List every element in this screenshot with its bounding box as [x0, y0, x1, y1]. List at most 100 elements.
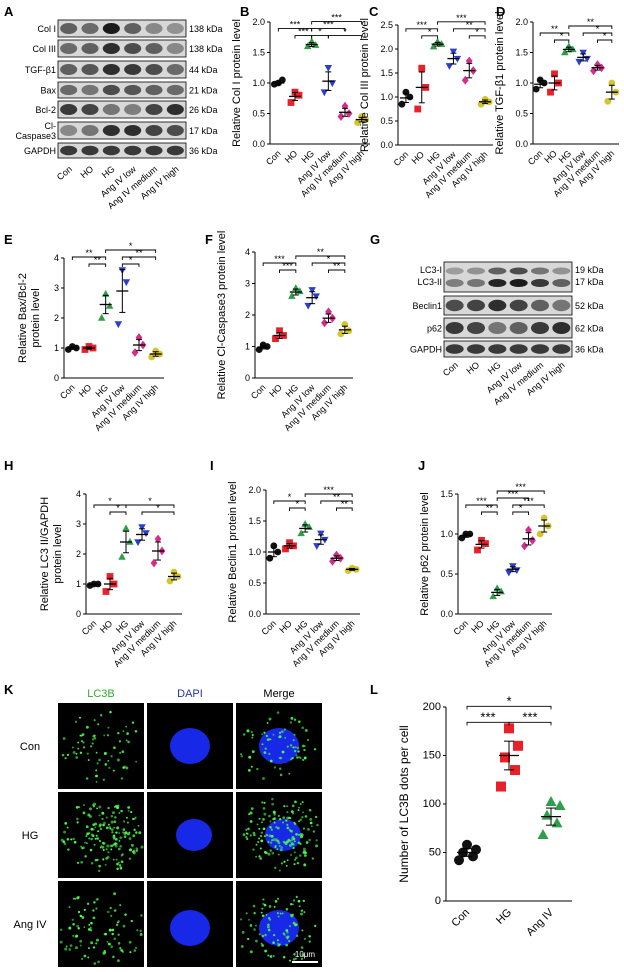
y-axis-label: Relative Bax/Bcl-2 [17, 273, 29, 363]
lc3b-dot [304, 815, 308, 818]
lc3b-dot [117, 847, 121, 851]
significance-label: * [116, 503, 120, 513]
blot-band [509, 267, 528, 275]
lc3b-dot [64, 756, 67, 760]
lc3b-dot [81, 916, 85, 919]
lc3b-dot [79, 939, 83, 943]
lc3b-dot [286, 937, 289, 940]
significance-label: * [296, 499, 300, 509]
blot-band [81, 43, 99, 54]
y-tick-label: 0 [435, 895, 441, 907]
nucleus [170, 910, 210, 946]
lc3b-dot [250, 730, 253, 734]
lc3b-dot [295, 832, 298, 836]
lc3b-dot [301, 816, 304, 819]
blot-band [102, 145, 120, 156]
data-point [537, 829, 549, 840]
lc3b-dot [86, 832, 90, 836]
blot-band [552, 267, 571, 275]
lc3b-dot [260, 831, 263, 834]
data-point [489, 592, 497, 600]
blot-band [467, 344, 485, 354]
y-tick-label: 50 [429, 847, 441, 859]
lc3b-dot [259, 834, 263, 838]
lc3b-dot [80, 860, 84, 864]
lc3b-dot [95, 834, 98, 837]
blot-band [60, 145, 78, 156]
lc3b-dot [271, 802, 274, 806]
lc3b-dot [112, 769, 115, 772]
lc3b-dot [123, 831, 127, 835]
chart-h: 0 1 2 3 4 Relative LC3 II/GAPDH protein level C… [39, 489, 182, 669]
y-tick-label: 100 [423, 798, 441, 810]
lc3b-dot [105, 848, 108, 851]
y-tick-label: 2 [245, 310, 250, 320]
blot-band [124, 104, 142, 115]
lc3b-dot [115, 858, 118, 861]
lc3b-dot [129, 848, 132, 852]
lc3b-dot [285, 819, 287, 822]
lc3b-dot [248, 755, 252, 759]
lc3b-dot [246, 729, 250, 733]
lc3b-dot [76, 924, 79, 928]
lc3b-dot [108, 825, 111, 829]
panel-label-i: I [210, 458, 214, 473]
x-tick-label: HO [410, 149, 427, 166]
lc3b-dot [85, 842, 88, 845]
x-tick-label: HO [283, 148, 300, 165]
nucleus [259, 728, 299, 764]
lc3b-dot [98, 814, 101, 817]
lc3b-dot [288, 829, 292, 832]
lc3b-dot [262, 898, 265, 901]
lc3b-dot [66, 753, 70, 756]
blot-band [81, 125, 99, 136]
lc3b-dot [125, 816, 128, 819]
lc3b-dot [116, 862, 119, 866]
significance-label: *** [323, 20, 334, 30]
lc3b-dot [261, 934, 265, 938]
lc3b-dot [299, 818, 303, 821]
lc3b-dot [286, 931, 289, 934]
y-tick-label: 0.5 [248, 578, 261, 588]
data-point [313, 543, 321, 550]
blot-band [509, 299, 528, 312]
lc3b-dot [101, 841, 105, 845]
data-point [106, 573, 114, 580]
blot-band [531, 344, 549, 354]
lc3b-dot [249, 834, 252, 837]
data-point [437, 40, 446, 47]
lc3b-dot [240, 755, 243, 758]
data-point [345, 327, 353, 335]
lc3b-dot [253, 911, 256, 915]
lc3b-dot [127, 809, 130, 812]
lc3b-dot [283, 728, 287, 731]
lc3b-dot [95, 751, 98, 754]
lc3b-dot [135, 831, 138, 834]
lc3b-dot [78, 716, 82, 719]
lc3b-dot [77, 927, 80, 930]
data-point [418, 64, 426, 72]
significance-label: *** [290, 20, 301, 30]
lc3b-dot [79, 751, 83, 755]
x-tick-label: Con [80, 618, 99, 637]
lc3b-dot [107, 942, 111, 946]
lc3b-dot [272, 955, 275, 957]
blot-lane-label: Con [55, 164, 74, 182]
y-axis-label: Relative p62 protein level [419, 492, 431, 616]
lc3b-dot [252, 831, 256, 835]
lc3b-dot [85, 835, 88, 838]
lc3b-dot [240, 753, 243, 756]
lc3b-dot [125, 725, 128, 728]
lc3b-dot [71, 746, 74, 749]
lc3b-dot [272, 933, 276, 937]
lc3b-dot [89, 926, 92, 929]
blot-band [509, 279, 528, 287]
lc3b-dot [301, 744, 305, 748]
lc3b-dot [263, 812, 267, 816]
significance-bracket [311, 28, 346, 32]
significance-label: * [108, 496, 112, 506]
significance-bracket [336, 507, 353, 511]
lc3b-dot [98, 805, 102, 809]
blot-row-label: Col I [37, 24, 56, 34]
significance-bracket [121, 263, 140, 267]
